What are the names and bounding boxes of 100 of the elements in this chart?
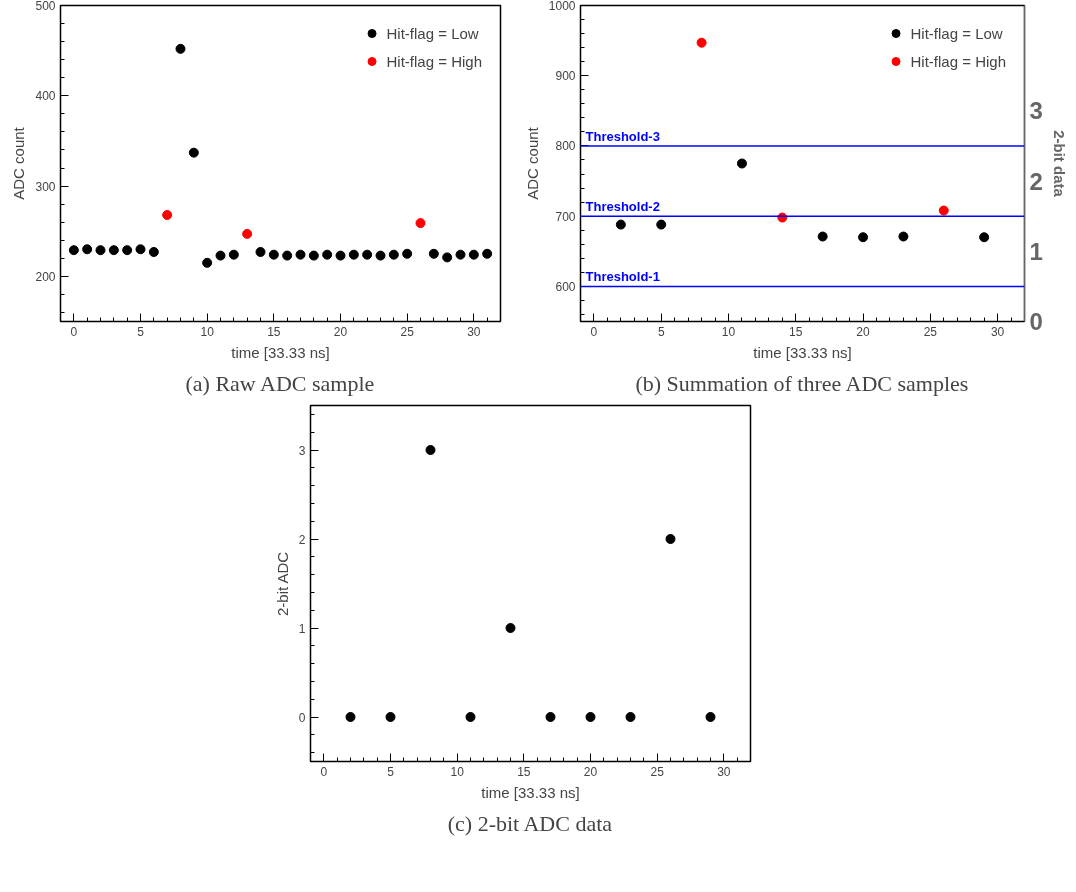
legend-label: Hit-flag = High bbox=[910, 52, 1006, 70]
point bbox=[425, 445, 436, 455]
point bbox=[858, 232, 869, 243]
point bbox=[375, 250, 386, 261]
y-tick-label: 200 bbox=[35, 269, 56, 284]
x-tick-label: 5 bbox=[137, 324, 145, 339]
x-tick-label: 15 bbox=[517, 764, 531, 779]
y2-tick-label: 1 bbox=[1029, 237, 1043, 265]
point bbox=[898, 231, 909, 242]
y-axis-title: ADC count bbox=[10, 126, 28, 200]
x-tick-label: 20 bbox=[856, 324, 871, 339]
y-tick-label: 1 bbox=[298, 621, 306, 636]
y-tick-label: 300 bbox=[35, 179, 56, 194]
point bbox=[402, 248, 413, 259]
point bbox=[428, 248, 439, 259]
point bbox=[348, 249, 359, 260]
x-tick-label: 0 bbox=[320, 764, 328, 779]
point bbox=[362, 249, 373, 260]
point bbox=[465, 712, 476, 722]
x-tick-label: 30 bbox=[467, 324, 481, 339]
y2-tick-label: 3 bbox=[1029, 97, 1043, 125]
point bbox=[135, 244, 146, 255]
point bbox=[148, 246, 159, 257]
x-tick-label: 25 bbox=[400, 324, 415, 339]
point bbox=[215, 250, 226, 261]
point bbox=[388, 249, 399, 260]
y2-axis-title: 2-bit data bbox=[1050, 130, 1068, 198]
point bbox=[482, 248, 493, 259]
x-tick-label: 15 bbox=[789, 324, 803, 339]
point bbox=[68, 245, 79, 256]
point bbox=[938, 205, 949, 216]
x-tick-label: 10 bbox=[721, 324, 736, 339]
x-tick-label: 15 bbox=[267, 324, 281, 339]
x-tick-label: 25 bbox=[923, 324, 938, 339]
x-tick-label: 0 bbox=[590, 324, 598, 339]
point bbox=[82, 244, 93, 255]
point bbox=[615, 219, 626, 230]
text: (b) Summation of three ADC samples bbox=[635, 370, 969, 396]
point bbox=[696, 37, 707, 48]
x-axis-title: time [33.33 ns] bbox=[231, 343, 330, 361]
ref-line-label: Threshold-2 bbox=[585, 199, 660, 215]
y-tick-label: 500 bbox=[35, 0, 56, 13]
y2-tick-label: 2 bbox=[1029, 167, 1043, 195]
point bbox=[656, 219, 667, 230]
x-tick-label: 10 bbox=[200, 324, 215, 339]
point bbox=[979, 232, 990, 243]
x-tick-label: 0 bbox=[70, 324, 78, 339]
point bbox=[95, 245, 106, 256]
point bbox=[545, 712, 556, 722]
point bbox=[295, 249, 306, 260]
y-tick-label: 3 bbox=[298, 443, 306, 458]
point bbox=[705, 712, 716, 722]
point bbox=[242, 228, 253, 239]
point bbox=[188, 147, 199, 158]
y-tick-label: 800 bbox=[555, 139, 576, 154]
point bbox=[322, 249, 333, 260]
point bbox=[736, 158, 747, 169]
point bbox=[817, 231, 828, 242]
point bbox=[505, 623, 516, 633]
point bbox=[385, 712, 396, 722]
point bbox=[228, 249, 239, 260]
point bbox=[442, 252, 453, 263]
y-tick-label: 900 bbox=[555, 69, 576, 84]
point bbox=[665, 534, 676, 544]
point bbox=[175, 43, 186, 54]
legend-label: Hit-flag = High bbox=[386, 52, 482, 70]
legend-label: Hit-flag = Low bbox=[910, 24, 1003, 42]
point bbox=[625, 712, 636, 722]
x-tick-label: 20 bbox=[583, 764, 598, 779]
point bbox=[468, 249, 479, 260]
point bbox=[268, 249, 279, 260]
y-tick-label: 0 bbox=[298, 710, 306, 725]
point bbox=[345, 712, 356, 722]
y-tick-label: 600 bbox=[555, 279, 576, 294]
y-tick-label: 1000 bbox=[548, 0, 576, 13]
ref-line-label: Threshold-3 bbox=[585, 128, 660, 144]
x-axis-title: time [33.33 ns] bbox=[753, 343, 852, 361]
point bbox=[335, 250, 346, 261]
y-axis-title: 2-bit ADC bbox=[273, 551, 291, 617]
point bbox=[122, 245, 133, 256]
point bbox=[108, 245, 119, 256]
point bbox=[202, 257, 213, 268]
point bbox=[455, 249, 466, 260]
x-tick-label: 5 bbox=[657, 324, 665, 339]
point bbox=[308, 250, 319, 261]
x-tick-label: 30 bbox=[990, 324, 1005, 339]
y-tick-label: 700 bbox=[555, 209, 576, 224]
point bbox=[282, 250, 293, 261]
point bbox=[585, 712, 596, 722]
x-tick-label: 30 bbox=[717, 764, 731, 779]
point bbox=[162, 209, 173, 220]
x-axis-title: time [33.33 ns] bbox=[481, 783, 580, 801]
y-tick-label: 400 bbox=[35, 89, 56, 104]
ref-line-label: Threshold-1 bbox=[585, 269, 660, 285]
x-tick-label: 20 bbox=[333, 324, 348, 339]
x-tick-label: 5 bbox=[387, 764, 395, 779]
text: (a) Raw ADC sample bbox=[185, 370, 375, 396]
legend-label: Hit-flag = Low bbox=[386, 24, 479, 42]
point bbox=[255, 246, 266, 257]
y-tick-label: 2 bbox=[298, 532, 306, 547]
